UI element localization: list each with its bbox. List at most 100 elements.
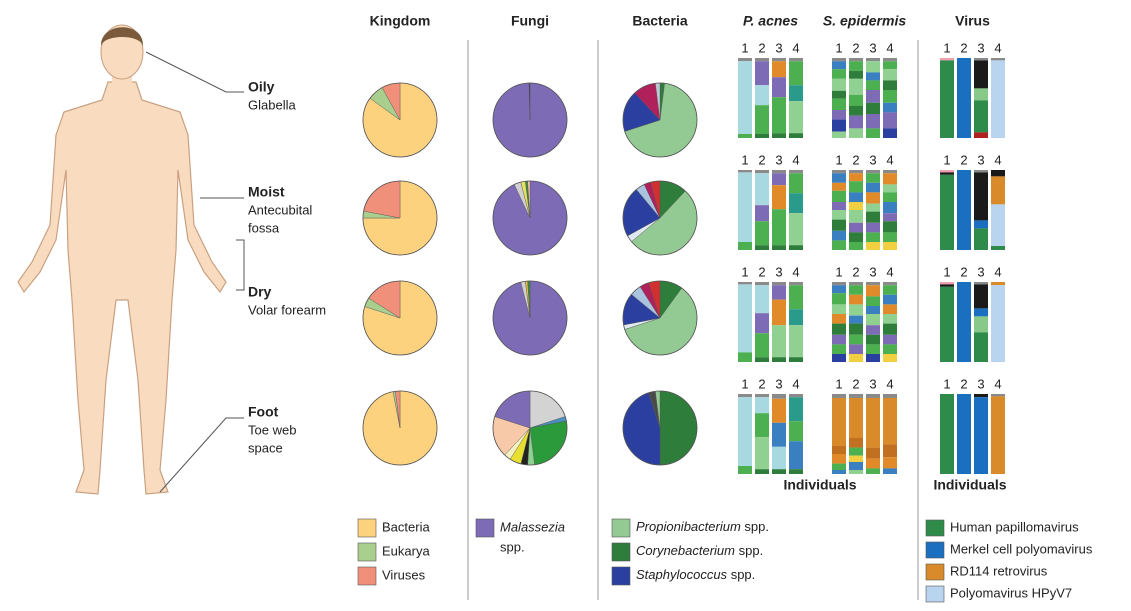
bar-segment [738,58,752,62]
individual-number: 3 [869,376,876,391]
bar-segment [991,170,1005,177]
bar-segment [755,285,769,314]
panel-title: Kingdom [370,13,431,29]
bar-segment [991,58,1005,61]
bar-segment [849,294,863,305]
bar-segment [991,60,1005,138]
bar-segment [738,394,752,398]
bar-segment [957,282,971,362]
individual-number: 1 [835,40,842,55]
bar-segment [974,332,988,362]
pie-outline [622,390,698,466]
bar-segment [940,60,954,138]
site-detail: Volar forearm [248,302,326,317]
individual-number: 4 [886,40,893,55]
bar-segment [866,211,880,223]
bar-segment [940,170,954,173]
bar-segment [849,334,863,345]
bar-segment [772,422,786,447]
bar-segment [974,282,988,285]
bar-segment [866,296,880,306]
bar-segment [974,172,988,221]
individual-number: 2 [960,264,967,279]
bar-segment [849,173,863,182]
bar-segment [883,221,897,233]
bar-segment [832,314,846,324]
bar-segment [832,394,846,398]
individual-number: 2 [960,40,967,55]
bar-segment [772,185,786,210]
legend-label-rest: spp. [744,519,769,534]
bar-segment [789,61,803,86]
bar-segment [849,304,863,316]
individual-number: 3 [775,40,782,55]
site-detail: space [248,440,283,455]
panel-title: Virus [955,13,990,29]
bar-segment [832,282,846,286]
bar-segment [772,133,786,138]
bar-segment [849,455,863,462]
individual-number: 3 [977,376,984,391]
legend-label: RD114 retrovirus [950,563,1048,578]
bar-segment [849,470,863,474]
bar-segment [849,210,863,223]
bar-segment [866,222,880,233]
site-detail: Glabella [248,97,296,112]
bar-segment [832,98,846,110]
bar-segment [883,213,897,222]
pie-outline [622,180,698,256]
individual-number: 3 [775,376,782,391]
bar-segment [883,468,897,474]
bar-segment [738,282,752,285]
bar-segment [957,394,971,474]
bar-segment [738,61,752,135]
bar-segment [849,438,863,448]
bar-segment [849,315,863,324]
bar-segment [755,245,769,250]
leader-lines [145,51,245,493]
bar-segment [883,344,897,354]
bar-segment [866,306,880,314]
legend-swatch [925,519,945,537]
bar-segment [991,282,1005,286]
bar-segment [755,397,769,414]
bar-segment [755,61,769,86]
bar-segment [772,173,786,186]
bar-segment [772,170,786,174]
individual-number: 4 [886,152,893,167]
bar-segment [755,221,769,246]
bar-segment [832,202,846,210]
bar-segment [991,176,1005,205]
bar-segment [832,304,846,314]
panel-title: Bacteria [632,13,687,29]
bar-segment [883,170,897,174]
individual-number: 1 [741,40,748,55]
bar-segment [832,170,846,174]
bar-segment [738,170,752,173]
bar-segment [940,172,954,175]
site-label: Foot [248,404,279,420]
individual-number: 4 [886,376,893,391]
individual-number: 2 [758,152,765,167]
bar-segment [940,286,954,362]
bar-segment [940,282,954,285]
individual-number: 2 [852,264,859,279]
pie-outline [362,180,438,256]
bar-segment [832,61,846,70]
pie-outline [492,280,568,356]
legend-label: spp. [500,539,525,554]
individual-number: 3 [977,40,984,55]
bar-segment [832,190,846,202]
bar-segment [832,344,846,354]
bar-segment [991,204,1005,246]
bar-segment [755,357,769,362]
bar-segment [940,284,954,287]
bar-segment [789,58,803,62]
individual-number: 4 [792,152,799,167]
individual-number: 4 [994,376,1001,391]
pie-outline [492,390,568,466]
individual-number: 1 [741,152,748,167]
bar-segment [883,457,897,469]
legend-label: Polyomavirus HPyV7 [950,585,1072,600]
bar-segment [832,463,846,470]
